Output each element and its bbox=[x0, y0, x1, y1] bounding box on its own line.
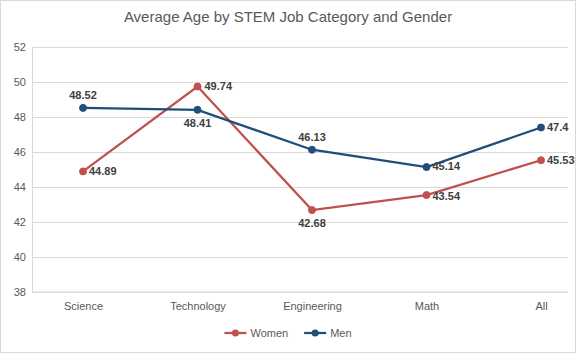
marker bbox=[423, 192, 430, 199]
line bbox=[83, 108, 541, 167]
y-tick-label: 42 bbox=[14, 216, 26, 228]
y-tick-label: 48 bbox=[14, 111, 26, 123]
grid-line bbox=[32, 82, 568, 83]
x-tick-label: All bbox=[535, 300, 547, 312]
grid-line bbox=[32, 47, 568, 48]
legend-label: Men bbox=[330, 327, 351, 339]
legend-marker bbox=[312, 330, 319, 337]
chart-title: Average Age by STEM Job Category and Gen… bbox=[124, 8, 452, 25]
x-axis: Science Technology Engineering Math All bbox=[32, 292, 568, 312]
y-tick: 48 bbox=[14, 111, 568, 123]
y-tick-label: 50 bbox=[14, 76, 26, 88]
x-tick: Engineering bbox=[283, 292, 342, 312]
y-tick: 50 bbox=[14, 76, 568, 88]
data-label: 49.74 bbox=[205, 80, 233, 92]
y-tick-label: 46 bbox=[14, 146, 26, 158]
y-tick-label: 38 bbox=[14, 286, 26, 298]
data-label: 42.68 bbox=[298, 217, 326, 229]
marker bbox=[423, 164, 430, 171]
x-tick: All bbox=[535, 292, 547, 312]
y-axis: 38 40 42 44 46 48 50 52 bbox=[14, 41, 568, 298]
legend-marker bbox=[232, 330, 239, 337]
y-tick-label: 44 bbox=[14, 181, 26, 193]
x-tick-label: Engineering bbox=[283, 300, 342, 312]
x-tick: Math bbox=[415, 292, 439, 312]
y-axis-line bbox=[33, 48, 569, 293]
y-tick: 40 bbox=[14, 251, 568, 263]
data-label: 45.53 bbox=[547, 154, 575, 166]
marker bbox=[194, 83, 201, 90]
y-tick: 52 bbox=[14, 41, 568, 53]
data-label: 48.52 bbox=[69, 89, 97, 101]
plot-marks bbox=[80, 83, 545, 214]
data-label: 48.41 bbox=[184, 117, 212, 129]
y-tick-label: 40 bbox=[14, 251, 26, 263]
chart: Average Age by STEM Job Category and Gen… bbox=[0, 0, 576, 353]
grid-line bbox=[32, 257, 568, 258]
x-axis-line bbox=[32, 292, 568, 293]
x-tick-label: Technology bbox=[170, 300, 226, 312]
y-tick: 42 bbox=[14, 216, 568, 228]
y-tick-label: 52 bbox=[14, 41, 26, 53]
legend-label: Women bbox=[250, 327, 288, 339]
legend: Women Men bbox=[224, 327, 351, 339]
marker bbox=[538, 157, 545, 164]
y-tick: 38 bbox=[14, 286, 568, 298]
data-label: 47.4 bbox=[547, 121, 569, 133]
line bbox=[83, 87, 541, 211]
grid-line bbox=[32, 292, 568, 293]
x-tick: Science bbox=[64, 292, 103, 312]
x-tick-label: Science bbox=[64, 300, 103, 312]
grid-line bbox=[32, 117, 568, 118]
marker bbox=[309, 207, 316, 214]
data-label: 44.89 bbox=[89, 165, 117, 177]
marker bbox=[309, 146, 316, 153]
grid-line bbox=[32, 187, 568, 188]
data-label: 46.13 bbox=[298, 131, 326, 143]
x-tick-label: Math bbox=[415, 300, 439, 312]
marker bbox=[194, 106, 201, 113]
marker bbox=[80, 104, 87, 111]
data-label: 43.54 bbox=[433, 190, 461, 202]
x-tick: Technology bbox=[170, 292, 226, 312]
marker bbox=[538, 124, 545, 131]
chart-frame bbox=[1, 1, 576, 353]
data-label: 45.14 bbox=[433, 160, 461, 172]
legend-item: Men bbox=[304, 327, 351, 339]
data-labels: 44.89 49.74 42.68 43.54 45.53 48.52 48.41 46.13… bbox=[69, 80, 574, 230]
legend-item: Women bbox=[224, 327, 288, 339]
marker bbox=[80, 168, 87, 175]
grid-line bbox=[32, 152, 568, 153]
